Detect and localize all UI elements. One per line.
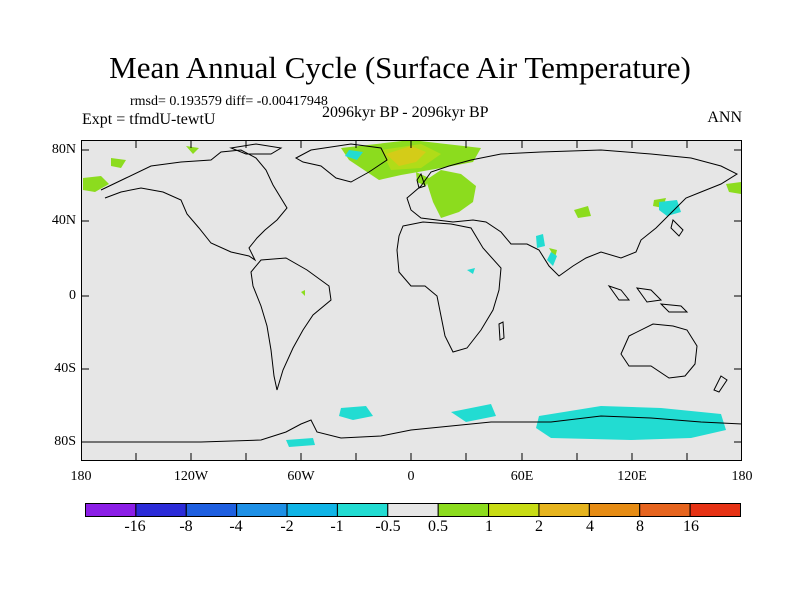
lon-label-120e: 120E [617,469,647,484]
colorbar-box [336,503,389,517]
coast-greenland [294,143,388,183]
axis-ticks [81,140,742,461]
lon-label-180e: 180 [731,469,753,484]
colorbar-box [689,503,741,517]
colorbar-box [185,503,238,517]
lat-label-40n: 40N [51,213,76,228]
lat-label-0: 0 [69,288,76,303]
map-title: Mean Annual Cycle (Surface Air Temperatu… [109,50,691,85]
warm-patch-alaska [83,176,109,192]
colorbar-label: 1 [485,518,493,535]
lon-label-0: 0 [407,469,415,484]
cool-patch-middle-east [536,234,545,248]
stats-label: rmsd= 0.193579 diff= -0.00417948 [130,94,328,109]
colorbar-label: 2 [535,518,543,535]
coast-canadian-archipelago [229,143,283,155]
coast-antarctica [81,415,742,443]
coast-europe-asia [406,149,739,277]
warm-patch-east-siberia [726,182,741,194]
cool-patch-india [547,252,557,266]
season-label: ANN [707,109,742,126]
colorbar-label: -8 [179,518,193,535]
colorbar-box [437,503,490,517]
cool-patch-antarctic-coast [286,438,315,447]
lat-label-40s: 40S [54,361,76,376]
colorbar-box [639,503,691,517]
warm-patch-south-america [301,290,305,296]
coast-australia [620,323,698,379]
colorbar-box [387,503,439,517]
colorbar-box [538,503,590,517]
colorbar-box [85,503,137,517]
coast-north-america [100,149,288,262]
warm-patch-north-canada [186,146,199,154]
colorbar-label: -2 [280,518,294,535]
colorbar-box [588,503,641,517]
warm-patch-greenland-inner [381,144,441,170]
colorbar-label: -4 [229,518,243,535]
anomaly-patches [83,140,741,447]
period-label: 2096kyr BP - 2096kyr BP [322,104,489,121]
coast-indonesia [607,285,689,313]
world-map [81,140,742,461]
colorbar-label: -0.5 [375,518,401,535]
lat-label-80s: 80S [54,434,76,449]
lat-label-80n: 80N [51,142,76,157]
colorbar-boxes [85,503,741,517]
warm-patch-north-pacific [111,158,126,168]
colorbar-label: 8 [636,518,644,535]
coast-new-zealand [713,375,728,393]
colorbar-label: 4 [586,518,594,535]
cool-patch-weddell-sea [339,406,373,420]
cool-patch-arctic [345,150,363,160]
colorbar [85,503,741,517]
lon-label-60e: 60E [510,469,534,484]
cool-patch-east-antarctica [536,406,726,440]
colorbar-label: 16 [683,518,699,535]
colorbar-box [236,503,288,517]
cool-patch-indian-ocean [451,404,496,422]
lon-label-180w: 180 [70,469,92,484]
lon-label-60w: 60W [287,469,315,484]
coast-south-america [250,257,332,391]
coast-uk [416,172,426,189]
colorbar-label: -1 [330,518,344,535]
cool-patch-red-sea [467,268,475,274]
colorbar-box [286,503,338,517]
coast-madagascar [498,321,505,341]
colorbar-box [488,503,540,517]
colorbar-label: 0.5 [428,518,448,535]
colorbar-label: -16 [124,518,146,535]
warm-patch-scandinavia [426,170,476,218]
warm-patch-central-asia [574,206,591,218]
experiment-label: Expt = tfmdU-tewtU [82,111,216,128]
coast-africa [396,221,502,353]
coastlines [81,143,742,443]
coast-japan [670,219,684,237]
lon-label-120w: 120W [173,469,209,484]
colorbar-box [135,503,187,517]
cool-patch-japan [659,200,681,216]
